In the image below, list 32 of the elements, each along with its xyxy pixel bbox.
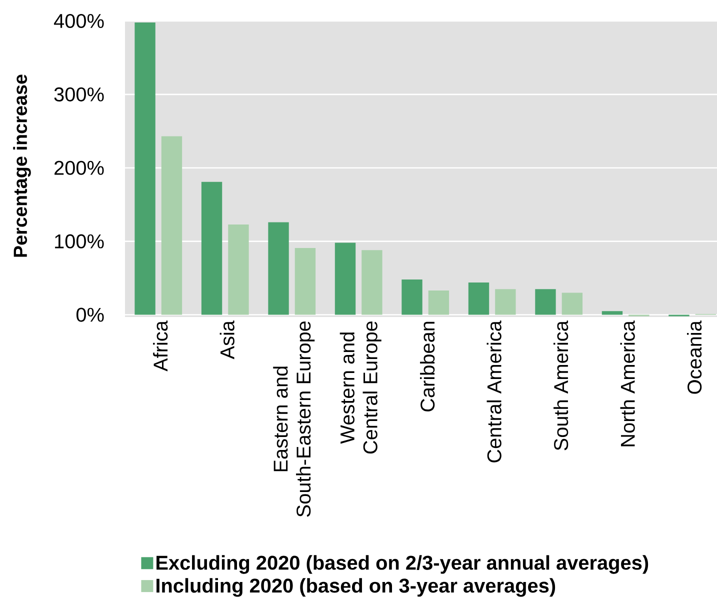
y-tick-label: 200% (54, 160, 104, 175)
bar (294, 248, 316, 315)
x-tick-label: Eastern and South-Eastern Europe (273, 321, 315, 517)
bar (228, 224, 249, 315)
x-tick-label: Africa (153, 320, 168, 372)
y-tick-label: 300% (54, 87, 104, 102)
bar (468, 282, 490, 315)
y-tick-label: 100% (55, 234, 104, 248)
bar (268, 222, 289, 315)
y-tick-label: 0% (76, 308, 104, 322)
bar (535, 289, 556, 315)
x-tick-label: Asia (220, 320, 234, 360)
bar (495, 289, 516, 315)
bar (334, 242, 356, 315)
bar (161, 136, 182, 315)
bar (201, 182, 222, 315)
x-tick-label: South America (554, 320, 568, 450)
x-tick-label: Central America (486, 320, 502, 462)
legend-label: Including 2020 (based on 3-year averages) (156, 578, 556, 597)
x-tick-label: Oceania (687, 320, 702, 394)
bar (562, 292, 583, 315)
y-axis-title: Percentage increase (13, 74, 31, 257)
bar (428, 290, 450, 315)
bar (402, 280, 422, 315)
legend-label: Excluding 2020 (based on 2/3-year annual averages) (156, 555, 648, 574)
x-tick-label: Western and Central Europe (340, 321, 382, 454)
y-tick-label: 400% (54, 14, 104, 28)
x-tick-label: North America (620, 320, 635, 446)
bar (602, 311, 623, 315)
bar (134, 22, 156, 315)
x-tick-label: Caribbean (420, 322, 435, 412)
bar (362, 250, 382, 315)
